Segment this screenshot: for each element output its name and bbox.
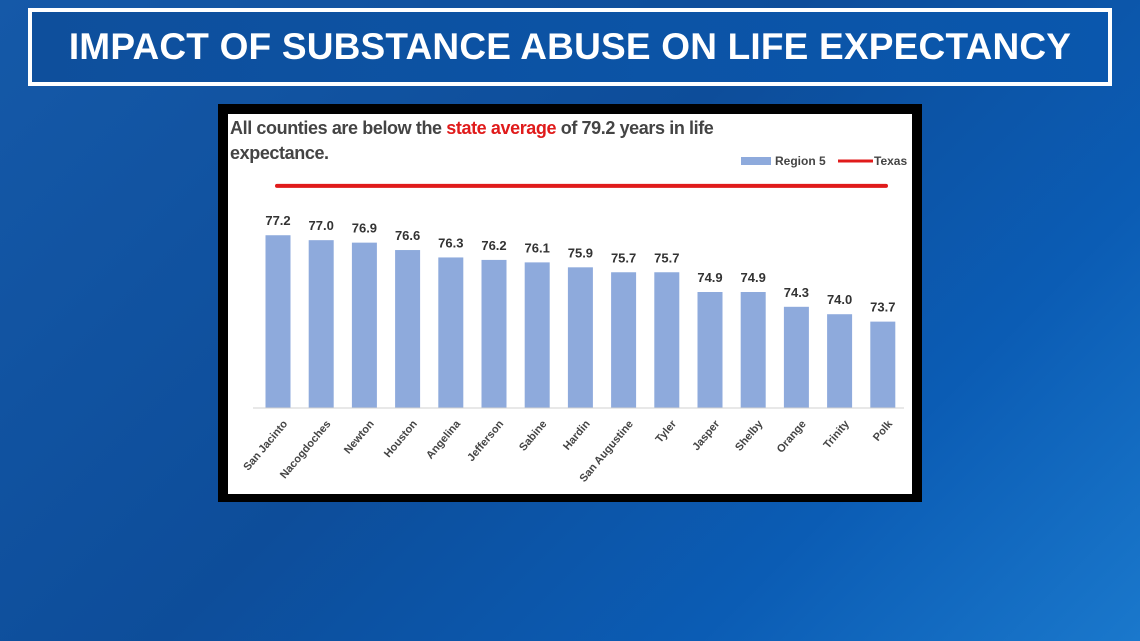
banner: IMPACT OF SUBSTANCE ABUSE ON LIFE EXPECT…: [28, 8, 1112, 86]
bar-jefferson: [481, 259, 507, 408]
x-tick-label: Tyler: [654, 418, 680, 446]
data-label: 76.6: [395, 228, 420, 243]
bar-nacogdoches: [308, 240, 334, 408]
bar-newton: [351, 242, 377, 408]
bar-polk: [870, 321, 896, 408]
chart-frame: All counties are below the state average…: [218, 104, 922, 502]
data-label: 76.1: [525, 240, 550, 255]
bar-trinity: [827, 314, 853, 408]
data-label: 76.9: [352, 221, 377, 236]
bar-san-jacinto: [265, 235, 291, 408]
x-tick-label: Trinity: [821, 418, 852, 452]
bar-angelina: [438, 257, 464, 408]
x-tick-label: San Jacinto: [241, 418, 290, 473]
data-label: 74.3: [784, 285, 809, 300]
x-tick-label: Shelby: [733, 418, 766, 454]
data-label: 76.2: [481, 238, 506, 253]
data-label: 77.0: [309, 218, 334, 233]
data-label: 74.0: [827, 292, 852, 307]
bar-san-augustine: [611, 272, 637, 408]
chart-title-before: All counties are below the: [230, 118, 447, 138]
data-label: 75.9: [568, 245, 593, 260]
legend-region5-swatch: [741, 157, 771, 165]
x-tick-label: Orange: [775, 418, 809, 455]
data-label: 75.7: [611, 250, 636, 265]
legend-region5-label: Region 5: [775, 154, 826, 168]
data-label: 73.7: [870, 300, 895, 315]
bar-shelby: [740, 292, 766, 408]
x-tick-label: Houston: [382, 418, 420, 460]
x-tick-label: Angelina: [424, 418, 464, 462]
chart-title: All counties are below the state average…: [230, 116, 730, 166]
x-tick-label: Jefferson: [465, 418, 506, 464]
data-label: 74.9: [741, 270, 766, 285]
legend-texas-label: Texas: [874, 154, 907, 168]
data-label: 75.7: [654, 250, 679, 265]
bar-houston: [395, 250, 421, 408]
chart-title-after: of 79.2 years in life expectance.: [230, 118, 714, 163]
x-tick-label: Hardin: [561, 418, 593, 453]
banner-title: IMPACT OF SUBSTANCE ABUSE ON LIFE EXPECT…: [68, 26, 1072, 67]
x-tick-label: Polk: [871, 418, 896, 444]
data-label: 74.9: [697, 270, 722, 285]
data-label: 77.2: [265, 213, 290, 228]
bar-hardin: [567, 267, 593, 408]
bar-tyler: [654, 272, 680, 408]
bar-orange: [783, 306, 809, 408]
bar-jasper: [697, 292, 723, 408]
chart-title-highlight: state average: [446, 118, 557, 138]
x-tick-label: Jasper: [690, 418, 722, 453]
x-tick-label: Newton: [342, 418, 377, 456]
bar-sabine: [524, 262, 550, 408]
chart-area: All counties are below the state average…: [228, 114, 912, 494]
data-label: 76.3: [438, 235, 463, 250]
x-tick-label: Sabine: [517, 418, 549, 453]
